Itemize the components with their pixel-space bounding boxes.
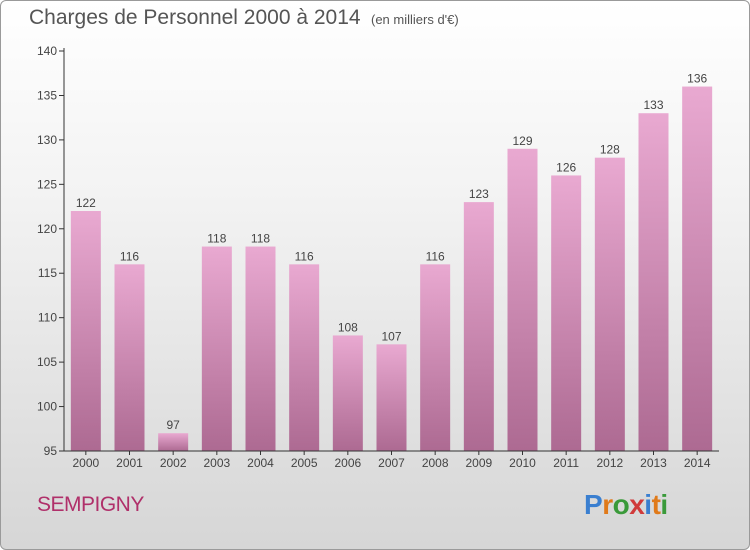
bar [114,264,145,451]
y-tick-label: 120 [37,222,57,236]
bar-value-label: 116 [426,249,445,263]
bar [551,175,582,451]
bar [682,86,713,452]
x-tick-label: 2003 [203,456,230,470]
x-tick-label: 2007 [378,456,405,470]
logo-letter: i [644,489,652,520]
bar-value-label: 136 [687,72,707,86]
bars-group: 122 116 97 118 118 116 108 107 116 123 129 126 128 13… [70,72,713,452]
x-tick-label: 2005 [291,456,318,470]
x-tick-label: 2008 [422,456,449,470]
y-tick-label: 95 [44,444,58,458]
bar [201,246,232,451]
x-tick-label: 2012 [596,456,623,470]
bar [158,433,189,451]
logo-letter: r [602,489,613,520]
x-tick-label: 2001 [116,456,143,470]
x-tick-label: 2013 [640,456,667,470]
x-tick-label: 2000 [72,456,99,470]
x-tick-label: 2014 [684,456,711,470]
bar [638,113,669,451]
bar-value-label: 123 [469,187,489,201]
commune-name: SEMPIGNY [37,493,144,516]
bar-value-label: 107 [381,329,401,343]
y-tick-label: 115 [38,266,57,280]
bar-value-label: 129 [512,134,532,148]
bar-value-label: 108 [338,320,358,334]
y-tick-label: 130 [37,133,57,147]
bar-value-label: 122 [76,196,96,210]
y-tick-label: 135 [37,88,57,102]
bar [70,211,101,451]
bar [594,157,625,451]
bar-value-label: 126 [556,160,576,174]
y-tick-label: 140 [37,44,57,58]
logo-letter: x [629,489,645,520]
chart-subtitle: (en milliers d'€) [371,12,459,27]
bar-value-label: 128 [600,143,620,157]
bar-value-label: 118 [207,232,226,246]
bar-value-label: 116 [120,249,139,263]
bar [507,148,538,451]
bar [376,344,407,451]
bar-value-label: 116 [295,249,314,263]
y-tick-label: 100 [37,400,57,414]
bar-value-label: 133 [643,98,663,112]
x-tick-label: 2010 [509,456,536,470]
x-tick-label: 2011 [553,456,579,470]
bar-value-label: 118 [251,232,270,246]
x-tick-label: 2009 [465,456,492,470]
x-tick-label: 2006 [334,456,361,470]
bar-value-label: 97 [166,418,180,432]
logo-letter: i [660,489,668,520]
bar [420,264,451,451]
logo-letter: o [612,489,630,520]
x-tick-label: 2002 [160,456,187,470]
bar [332,335,363,451]
y-tick-label: 105 [37,355,57,369]
y-tick-label: 125 [37,177,57,191]
bar [289,264,320,451]
bar [463,202,494,451]
bar [245,246,276,451]
x-tick-label: 2004 [247,456,274,470]
logo-letter: P [584,489,603,520]
y-tick-label: 110 [38,311,57,325]
logo-letter: t [651,489,661,520]
chart-title: Charges de Personnel 2000 à 2014 [29,6,361,29]
proxiti-logo: Proxiti [584,489,668,521]
axes-group: 95 100 105 110 115 120 125 130 135 140 2000 2001 200… [37,44,719,470]
